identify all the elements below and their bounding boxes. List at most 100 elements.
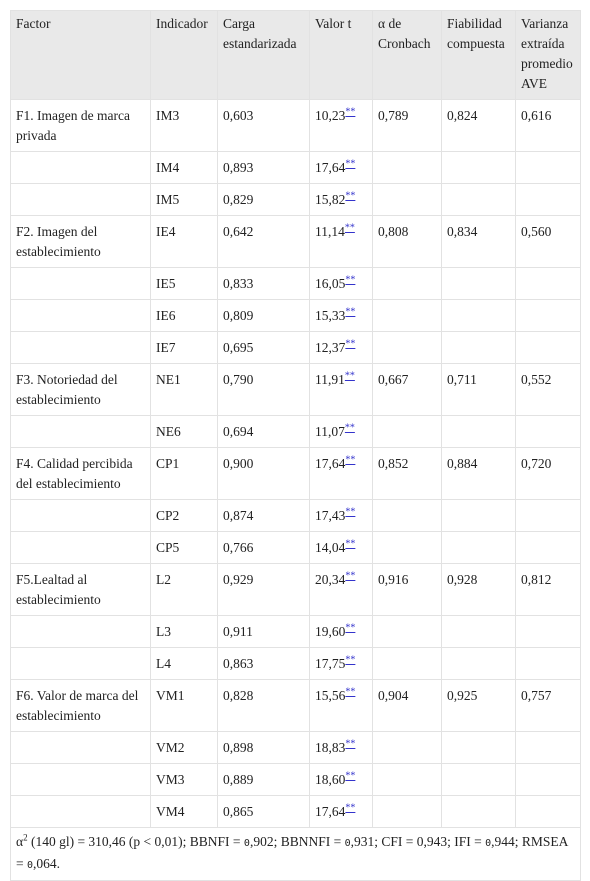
indicator: VM2	[150, 731, 218, 764]
footer-text: ,902; BBNNFI =	[249, 834, 345, 849]
significance-link[interactable]: **	[345, 802, 356, 814]
table-row: NE6 0,694 11,07**	[10, 415, 581, 448]
table-row: IE7 0,695 12,37**	[10, 331, 581, 364]
table-footer: α2 (140 gl) = 310,46 (p < 0,01); BBNFI =…	[10, 827, 581, 881]
loading: 0,893	[217, 151, 310, 184]
t-value-cell: 12,37**	[309, 331, 373, 364]
empty-cell	[515, 331, 581, 364]
factor-name: F1. Imagen de marca privada	[10, 99, 151, 152]
table-row: CP5 0,766 14,04**	[10, 531, 581, 564]
significance-link[interactable]: **	[344, 370, 355, 382]
significance-link[interactable]: **	[345, 506, 356, 518]
ave: 0,552	[515, 363, 581, 416]
empty-cell	[515, 299, 581, 332]
indicator: L3	[150, 615, 218, 648]
indicator: L2	[150, 563, 218, 616]
t-value: 18,83	[315, 740, 346, 755]
indicator: IM4	[150, 151, 218, 184]
factor-name: F5.Lealtad al establecimiento	[10, 563, 151, 616]
table-row: IE5 0,833 16,05**	[10, 267, 581, 300]
significance-link[interactable]: **	[344, 222, 355, 234]
empty-cell	[441, 415, 516, 448]
significance-link[interactable]: **	[345, 158, 356, 170]
footer-text: ,931; CFI = 0,943; IFI =	[350, 834, 486, 849]
significance-link[interactable]: **	[345, 538, 356, 550]
footer-row: α2 (140 gl) = 310,46 (p < 0,01); BBNFI =…	[10, 827, 581, 881]
indicator: CP5	[150, 531, 218, 564]
table-row: F5.Lealtad al establecimiento L2 0,929 20,3…	[10, 563, 581, 616]
empty-cell	[441, 299, 516, 332]
footer-text: ,944; RMSEA =	[16, 834, 568, 871]
significance-link[interactable]: **	[345, 338, 356, 350]
table-row: VM4 0,865 17,64**	[10, 795, 581, 828]
loading: 0,829	[217, 183, 310, 216]
empty-cell	[372, 795, 442, 828]
indicator: IE7	[150, 331, 218, 364]
indicator: IM5	[150, 183, 218, 216]
indicator: IE5	[150, 267, 218, 300]
t-value: 17,64	[315, 804, 346, 819]
empty-cell	[441, 795, 516, 828]
significance-link[interactable]: **	[345, 306, 356, 318]
table-row: IM5 0,829 15,82**	[10, 183, 581, 216]
t-value-cell: 18,83**	[309, 731, 373, 764]
empty-cell	[10, 183, 151, 216]
footer-text: ,064.	[33, 856, 61, 871]
t-value-cell: 20,34**	[309, 563, 373, 616]
indicator: VM3	[150, 763, 218, 796]
empty-cell	[515, 183, 581, 216]
empty-cell	[372, 151, 442, 184]
significance-link[interactable]: **	[344, 422, 355, 434]
significance-link[interactable]: **	[345, 770, 356, 782]
empty-cell	[10, 763, 151, 796]
composite-reliability: 0,834	[441, 215, 516, 268]
empty-cell	[10, 331, 151, 364]
significance-link[interactable]: **	[345, 274, 356, 286]
loading: 0,898	[217, 731, 310, 764]
significance-link[interactable]: **	[345, 106, 356, 118]
t-value-cell: 11,91**	[309, 363, 373, 416]
empty-cell	[372, 415, 442, 448]
indicator: IE6	[150, 299, 218, 332]
table-row: F1. Imagen de marca privada IM3 0,603 10,23…	[10, 99, 581, 152]
results-table: Factor Indicador Carga estandarizada Valor …	[10, 10, 581, 881]
indicator: CP2	[150, 499, 218, 532]
empty-cell	[10, 299, 151, 332]
loading: 0,695	[217, 331, 310, 364]
t-value: 16,05	[315, 276, 346, 291]
footer-text: (140 gl) = 310,46 (p < 0,01); BBNFI =	[27, 834, 244, 849]
t-value-cell: 18,60**	[309, 763, 373, 796]
t-value-cell: 15,82**	[309, 183, 373, 216]
loading: 0,603	[217, 99, 310, 152]
loading: 0,865	[217, 795, 310, 828]
composite-reliability: 0,824	[441, 99, 516, 152]
table-row: VM2 0,898 18,83**	[10, 731, 581, 764]
footer-text: 0	[27, 860, 34, 871]
table-body: F1. Imagen de marca privada IM3 0,603 10,23…	[10, 99, 581, 828]
significance-link[interactable]: **	[345, 570, 356, 582]
significance-link[interactable]: **	[345, 738, 356, 750]
cronbach-alpha: 0,789	[372, 99, 442, 152]
empty-cell	[441, 615, 516, 648]
empty-cell	[515, 499, 581, 532]
empty-cell	[10, 499, 151, 532]
t-value-cell: 11,07**	[309, 415, 373, 448]
t-value-cell: 15,33**	[309, 299, 373, 332]
significance-link[interactable]: **	[345, 686, 356, 698]
cronbach-alpha: 0,852	[372, 447, 442, 500]
empty-cell	[372, 183, 442, 216]
significance-link[interactable]: **	[345, 454, 356, 466]
empty-cell	[10, 267, 151, 300]
significance-link[interactable]: **	[345, 622, 356, 634]
footer-text: α	[16, 834, 24, 849]
ave: 0,812	[515, 563, 581, 616]
t-value: 12,37	[315, 340, 346, 355]
column-header: Valor t	[309, 10, 373, 100]
significance-link[interactable]: **	[345, 654, 356, 666]
ave: 0,757	[515, 679, 581, 732]
cronbach-alpha: 0,916	[372, 563, 442, 616]
loading: 0,863	[217, 647, 310, 680]
t-value: 18,60	[315, 772, 346, 787]
t-value: 17,64	[315, 160, 346, 175]
significance-link[interactable]: **	[345, 190, 356, 202]
